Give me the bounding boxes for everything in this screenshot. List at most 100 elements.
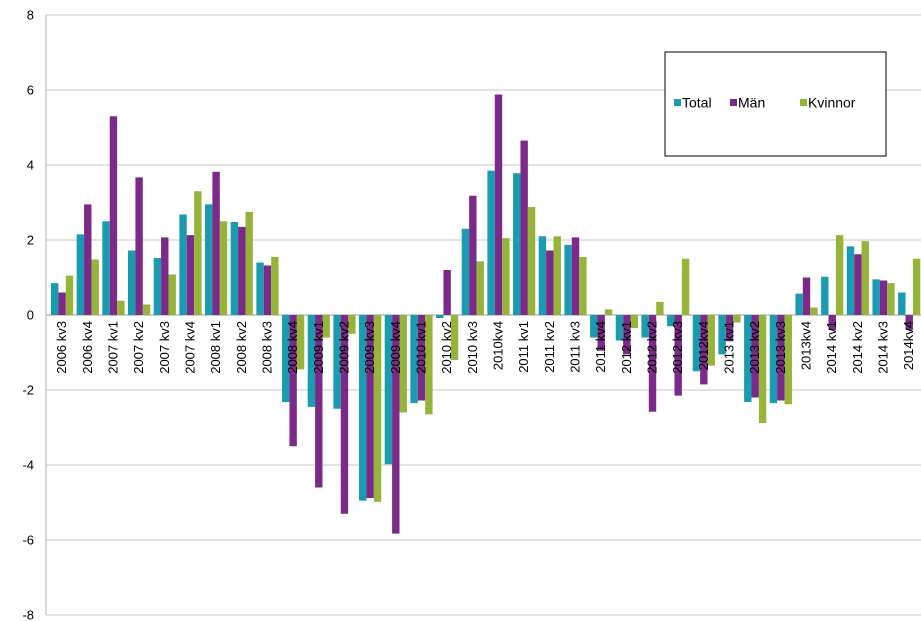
bar (905, 315, 913, 330)
bar (667, 315, 675, 327)
bar (425, 315, 433, 415)
bar (579, 256, 587, 315)
bar (846, 246, 855, 315)
x-category-label: 2009 kv2 (336, 321, 351, 374)
bar (91, 259, 99, 315)
bar (835, 235, 844, 315)
bar (117, 300, 125, 315)
bar (315, 315, 323, 488)
bar (135, 177, 143, 315)
bar (604, 309, 613, 315)
bar (245, 211, 253, 315)
bar (494, 94, 503, 315)
bar (359, 315, 367, 501)
bar (751, 315, 759, 398)
y-tick-label: 8 (27, 8, 34, 23)
bar (384, 315, 393, 465)
bar (307, 315, 316, 407)
x-category-label: 2014 kv1 (824, 321, 839, 374)
bar (410, 315, 418, 404)
x-category-label: 2010 kv2 (439, 321, 454, 374)
x-category-label: 2011 kv3 (568, 321, 583, 373)
y-tick-label: 0 (27, 308, 34, 323)
legend-label: Total (682, 95, 712, 111)
bar (744, 315, 752, 402)
bar (615, 315, 624, 341)
legend-box (664, 51, 887, 157)
bar (205, 204, 213, 315)
bar (348, 315, 356, 334)
bar (571, 237, 580, 315)
x-category-label: 2014 kv3 (876, 321, 891, 374)
x-category-label: 2010kv4 (490, 321, 505, 370)
x-category-label: 2006 kv3 (54, 321, 69, 374)
series-total (51, 170, 906, 501)
bar (443, 270, 451, 315)
bar (648, 315, 657, 412)
bar (51, 283, 59, 315)
bar (777, 315, 785, 401)
y-tick-label: 2 (27, 233, 34, 248)
x-category-label: 2009 kv4 (388, 321, 403, 374)
x-category-label: 2009 kv3 (362, 321, 377, 374)
bar-series (51, 94, 921, 534)
bar (887, 283, 895, 315)
bar (527, 207, 536, 315)
bar (623, 315, 631, 355)
y-tick-label: 4 (27, 158, 34, 173)
bar (795, 293, 803, 315)
legend-label: Män (738, 95, 765, 111)
bar (238, 226, 246, 315)
bar (153, 258, 162, 315)
x-category-label: 2012 kv3 (670, 321, 685, 374)
x-category-label: 2007 kv2 (131, 321, 146, 374)
bar (461, 228, 470, 315)
bar (476, 261, 484, 315)
x-category-label: 2013 kv3 (773, 321, 788, 374)
series-m-n (58, 94, 913, 534)
bar (802, 277, 811, 315)
bar (821, 276, 829, 315)
bar (725, 315, 734, 342)
bar (212, 171, 220, 315)
x-category-label: 2006 kv4 (80, 321, 95, 374)
x-category-label: 2007 kv1 (105, 321, 120, 374)
bar (692, 315, 701, 372)
bar (546, 250, 554, 315)
bar (879, 280, 888, 315)
bar (681, 258, 690, 315)
bar (872, 279, 880, 315)
legend-swatch (730, 99, 737, 106)
x-category-label: 2013kv4 (799, 321, 814, 370)
bar (76, 234, 85, 315)
bar (65, 275, 74, 315)
bar (417, 315, 426, 401)
bar (289, 315, 297, 447)
x-category-label: 2010 kv3 (465, 321, 480, 374)
bar (502, 238, 510, 315)
bar (641, 315, 649, 338)
x-category-label: 2013 kv1 (722, 321, 737, 374)
bar (700, 315, 708, 385)
legend-entry: Män (730, 95, 765, 111)
bar (656, 301, 664, 315)
bar (758, 315, 767, 423)
bar (733, 315, 741, 323)
bar (912, 258, 921, 315)
x-category-label: 2007 kv4 (182, 321, 197, 374)
bar (810, 307, 818, 315)
bar (340, 315, 349, 514)
legend-swatch (674, 99, 681, 106)
bar (597, 315, 605, 351)
bar (219, 221, 228, 315)
y-tick-label: -2 (22, 383, 34, 398)
legend: Total Män Kvinnor (664, 51, 887, 157)
x-category-label: 2008 kv1 (208, 321, 223, 374)
bar (861, 241, 869, 315)
legend-entry: Kvinnor (800, 95, 856, 111)
bar (392, 315, 400, 534)
bar (282, 315, 290, 402)
x-category-label: 2008 kv2 (234, 321, 249, 374)
x-category-label: 2012 kv2 (645, 321, 660, 374)
